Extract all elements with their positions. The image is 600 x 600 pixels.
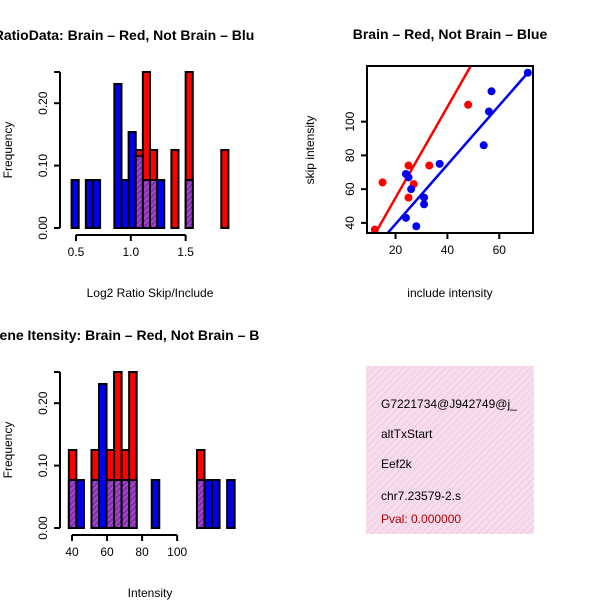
gene-intensity-histogram-axes: 40 60 80 100 0.00 0.10 0.20 [36, 371, 187, 559]
not-brain-point [407, 185, 416, 194]
ratio-histogram-panel: RatioData: Brain – Red, Not Brain – Blu … [0, 27, 254, 300]
ratio-histogram-ylabel: Frequency [1, 122, 15, 179]
overlap-bar [105, 479, 116, 530]
not-brain-fit-line [386, 71, 529, 233]
gene-intensity-histogram-bars [67, 371, 236, 530]
intensity-scatter-points [370, 66, 532, 234]
gene-intensity-histogram-xlabel: Intensity [128, 586, 173, 600]
gene-intensity-histogram-panel: Gene Itensity: Brain – Red, Not Brain – … [0, 327, 259, 600]
intensity-scatter-ylabel: skip intensity [303, 116, 317, 185]
brain-fit-line [376, 66, 472, 231]
brain-point [370, 225, 379, 234]
brain-point [425, 161, 434, 170]
not-brain-bar [98, 382, 108, 529]
gene-intensity-histogram-ylabel: Frequency [1, 422, 15, 479]
not-brain-bar [156, 179, 166, 230]
overlap-bar [67, 479, 78, 530]
intensity-scatter-axes: 20 40 60 40 60 80 100 [343, 65, 534, 257]
overlap-bar [184, 179, 194, 230]
not-brain-bar [127, 131, 137, 229]
not-brain-point [523, 68, 532, 77]
brain-point [378, 178, 387, 187]
not-brain-point [401, 213, 410, 222]
not-brain-point [435, 159, 444, 168]
plot-frame [366, 65, 534, 234]
info-panel-background [366, 366, 534, 534]
y-tick-label: 0.20 [36, 91, 50, 115]
not-brain-bar [226, 479, 236, 530]
x-tick-label: 60 [493, 243, 507, 257]
ratio-histogram-xlabel: Log2 Ratio Skip/Include [87, 286, 214, 300]
not-brain-bar [91, 179, 102, 230]
info-event-id: G7221734@J942749@j_ [381, 397, 517, 411]
y-tick-label: 0.10 [36, 154, 50, 178]
info-gene-name: Eef2k [381, 457, 413, 471]
overlap-bar [113, 479, 123, 530]
x-tick-label: 1.0 [122, 245, 139, 259]
overlap-bar [134, 154, 144, 229]
info-event-type: altTxStart [381, 427, 433, 441]
ratio-histogram-bars [70, 71, 230, 230]
x-tick-label: 60 [100, 545, 114, 559]
x-tick-label: 1.5 [177, 245, 194, 259]
y-tick-label: 0.00 [36, 216, 50, 240]
overlap-bar [120, 479, 131, 530]
brain-point [404, 161, 413, 170]
gene-intensity-histogram-title: Gene Itensity: Brain – Red, Not Brain – … [0, 327, 259, 343]
intensity-scatter-title: Brain – Red, Not Brain – Blue [353, 26, 548, 42]
y-tick-label: 0.00 [36, 516, 50, 540]
y-tick-label: 40 [343, 216, 357, 230]
not-brain-bar [75, 479, 85, 530]
x-tick-label: 20 [389, 243, 403, 257]
x-tick-label: 40 [441, 243, 455, 257]
brain-bar [220, 149, 230, 229]
not-brain-point [412, 222, 421, 231]
brain-bar [170, 149, 180, 229]
y-tick-label: 0.10 [36, 454, 50, 478]
y-tick-label: 100 [343, 111, 357, 131]
y-tick-label: 0.20 [36, 391, 50, 415]
not-brain-bar [84, 179, 94, 230]
overlap-bar [90, 479, 101, 530]
intensity-scatter-panel: Brain – Red, Not Brain – Blue 20 40 60 40 60… [303, 26, 547, 300]
x-tick-label: 0.5 [68, 245, 85, 259]
overlap-bar [141, 179, 152, 230]
not-brain-point [487, 87, 496, 96]
not-brain-point [404, 173, 413, 182]
ratio-histogram-axes: 0.5 1.0 1.5 0.00 0.10 0.20 [36, 71, 194, 259]
not-brain-bar [211, 479, 221, 530]
info-location: chr7.23579-2.s [381, 489, 461, 503]
overlap-bar [149, 179, 159, 230]
info-pval: Pval: 0.000000 [381, 512, 461, 526]
not-brain-bar [70, 179, 80, 230]
not-brain-bar [203, 479, 214, 530]
intensity-scatter-xlabel: include intensity [407, 286, 492, 300]
ratio-histogram-title: RatioData: Brain – Red, Not Brain – Blu [0, 27, 254, 43]
info-panel: G7221734@J942749@j_ altTxStart Eef2k chr… [366, 366, 534, 534]
not-brain-bar [113, 82, 123, 229]
y-tick-label: 80 [343, 148, 357, 162]
brain-point [464, 100, 473, 109]
not-brain-point [484, 107, 493, 116]
overlap-bar [128, 479, 138, 530]
x-tick-label: 40 [65, 545, 79, 559]
brain-point [404, 193, 413, 202]
not-brain-point [420, 193, 429, 202]
overlap-bar [195, 479, 206, 530]
x-tick-label: 100 [167, 545, 187, 559]
x-tick-label: 80 [135, 545, 149, 559]
not-brain-bar [120, 179, 130, 230]
y-tick-label: 60 [343, 182, 357, 196]
not-brain-point [479, 141, 488, 150]
not-brain-bar [150, 479, 161, 530]
not-brain-point [420, 200, 429, 209]
